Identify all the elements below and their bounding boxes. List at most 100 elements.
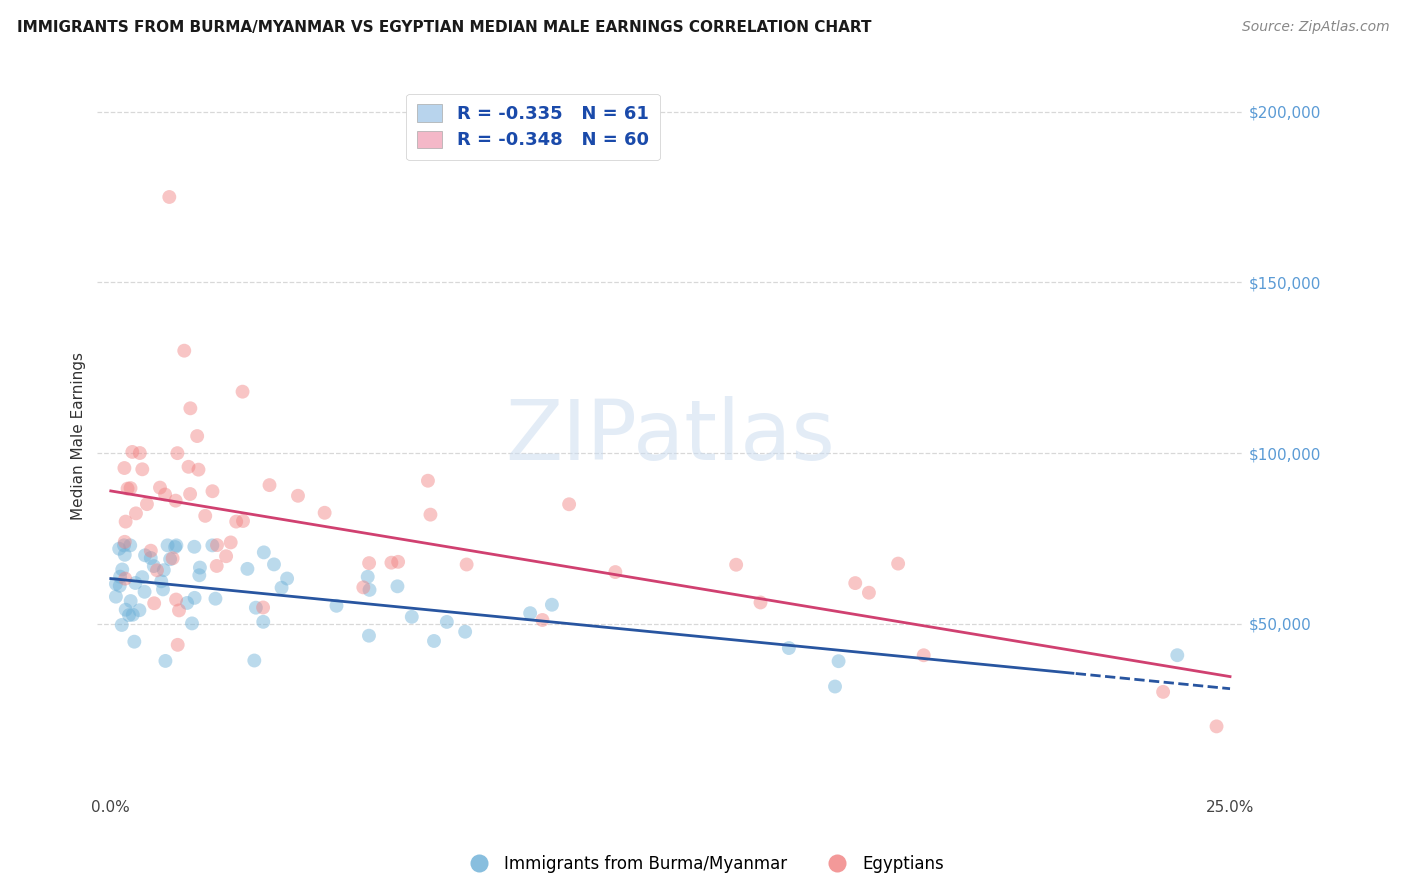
Point [252, 615, 274, 629]
Point [263, 558, 285, 572]
Point [232, 514, 254, 528]
Point [827, 654, 849, 668]
Point [146, 563, 169, 577]
Point [912, 648, 935, 663]
Point [558, 497, 581, 511]
Point [108, 541, 131, 556]
Legend: R = -0.335   N = 61, R = -0.348   N = 60: R = -0.335 N = 61, R = -0.348 N = 60 [406, 94, 659, 161]
Point [749, 595, 772, 609]
Point [131, 462, 153, 476]
Point [531, 613, 554, 627]
Point [1205, 719, 1227, 733]
Point [201, 484, 224, 499]
Point [114, 515, 136, 529]
Point [1166, 648, 1188, 663]
Point [152, 563, 174, 577]
Point [225, 515, 247, 529]
Point [108, 569, 131, 583]
Text: ZIPatlas: ZIPatlas [506, 395, 835, 476]
Point [142, 559, 165, 574]
Point [114, 534, 136, 549]
Point [270, 581, 292, 595]
Point [177, 459, 200, 474]
Point [179, 401, 201, 416]
Point [359, 556, 381, 570]
Point [252, 600, 274, 615]
Point [136, 497, 159, 511]
Point [183, 540, 205, 554]
Point [245, 600, 267, 615]
Point [243, 653, 266, 667]
Point [276, 572, 298, 586]
Point [120, 538, 142, 552]
Point [111, 618, 134, 632]
Point [219, 535, 242, 549]
Point [139, 543, 162, 558]
Point [287, 489, 309, 503]
Point [111, 562, 134, 576]
Point [157, 190, 180, 204]
Point [436, 615, 458, 629]
Point [139, 551, 162, 566]
Point [165, 592, 187, 607]
Y-axis label: Median Male Earnings: Median Male Earnings [72, 352, 86, 520]
Point [357, 570, 380, 584]
Point [165, 538, 187, 552]
Point [419, 508, 441, 522]
Point [519, 606, 541, 620]
Point [112, 461, 135, 475]
Point [104, 590, 127, 604]
Point [205, 538, 228, 552]
Point [236, 562, 259, 576]
Point [778, 641, 800, 656]
Point [456, 558, 478, 572]
Point [128, 603, 150, 617]
Point [108, 579, 131, 593]
Point [167, 603, 190, 617]
Point [124, 576, 146, 591]
Point [112, 538, 135, 552]
Point [118, 608, 141, 623]
Point [114, 548, 136, 562]
Point [188, 568, 211, 582]
Point [143, 596, 166, 610]
Point [387, 555, 409, 569]
Point [162, 551, 184, 566]
Point [844, 576, 866, 591]
Legend: Immigrants from Burma/Myanmar, Egyptians: Immigrants from Burma/Myanmar, Egyptians [456, 848, 950, 880]
Point [416, 474, 439, 488]
Point [259, 478, 281, 492]
Point [401, 610, 423, 624]
Point [205, 558, 228, 573]
Point [176, 596, 198, 610]
Point [824, 680, 846, 694]
Point [352, 580, 374, 594]
Text: IMMIGRANTS FROM BURMA/MYANMAR VS EGYPTIAN MEDIAN MALE EARNINGS CORRELATION CHART: IMMIGRANTS FROM BURMA/MYANMAR VS EGYPTIA… [17, 20, 872, 35]
Point [325, 599, 347, 613]
Point [887, 557, 910, 571]
Point [166, 446, 188, 460]
Point [114, 603, 136, 617]
Point [159, 552, 181, 566]
Point [149, 481, 172, 495]
Point [605, 565, 627, 579]
Point [120, 594, 142, 608]
Point [134, 584, 156, 599]
Point [173, 343, 195, 358]
Point [181, 616, 204, 631]
Point [152, 582, 174, 597]
Point [541, 598, 564, 612]
Point [215, 549, 238, 564]
Point [858, 585, 880, 599]
Point [387, 579, 409, 593]
Point [166, 638, 188, 652]
Point [380, 556, 402, 570]
Point [125, 507, 148, 521]
Point [359, 582, 381, 597]
Point [131, 570, 153, 584]
Point [188, 560, 211, 574]
Point [117, 482, 139, 496]
Point [1152, 685, 1174, 699]
Point [121, 607, 143, 622]
Point [201, 538, 224, 552]
